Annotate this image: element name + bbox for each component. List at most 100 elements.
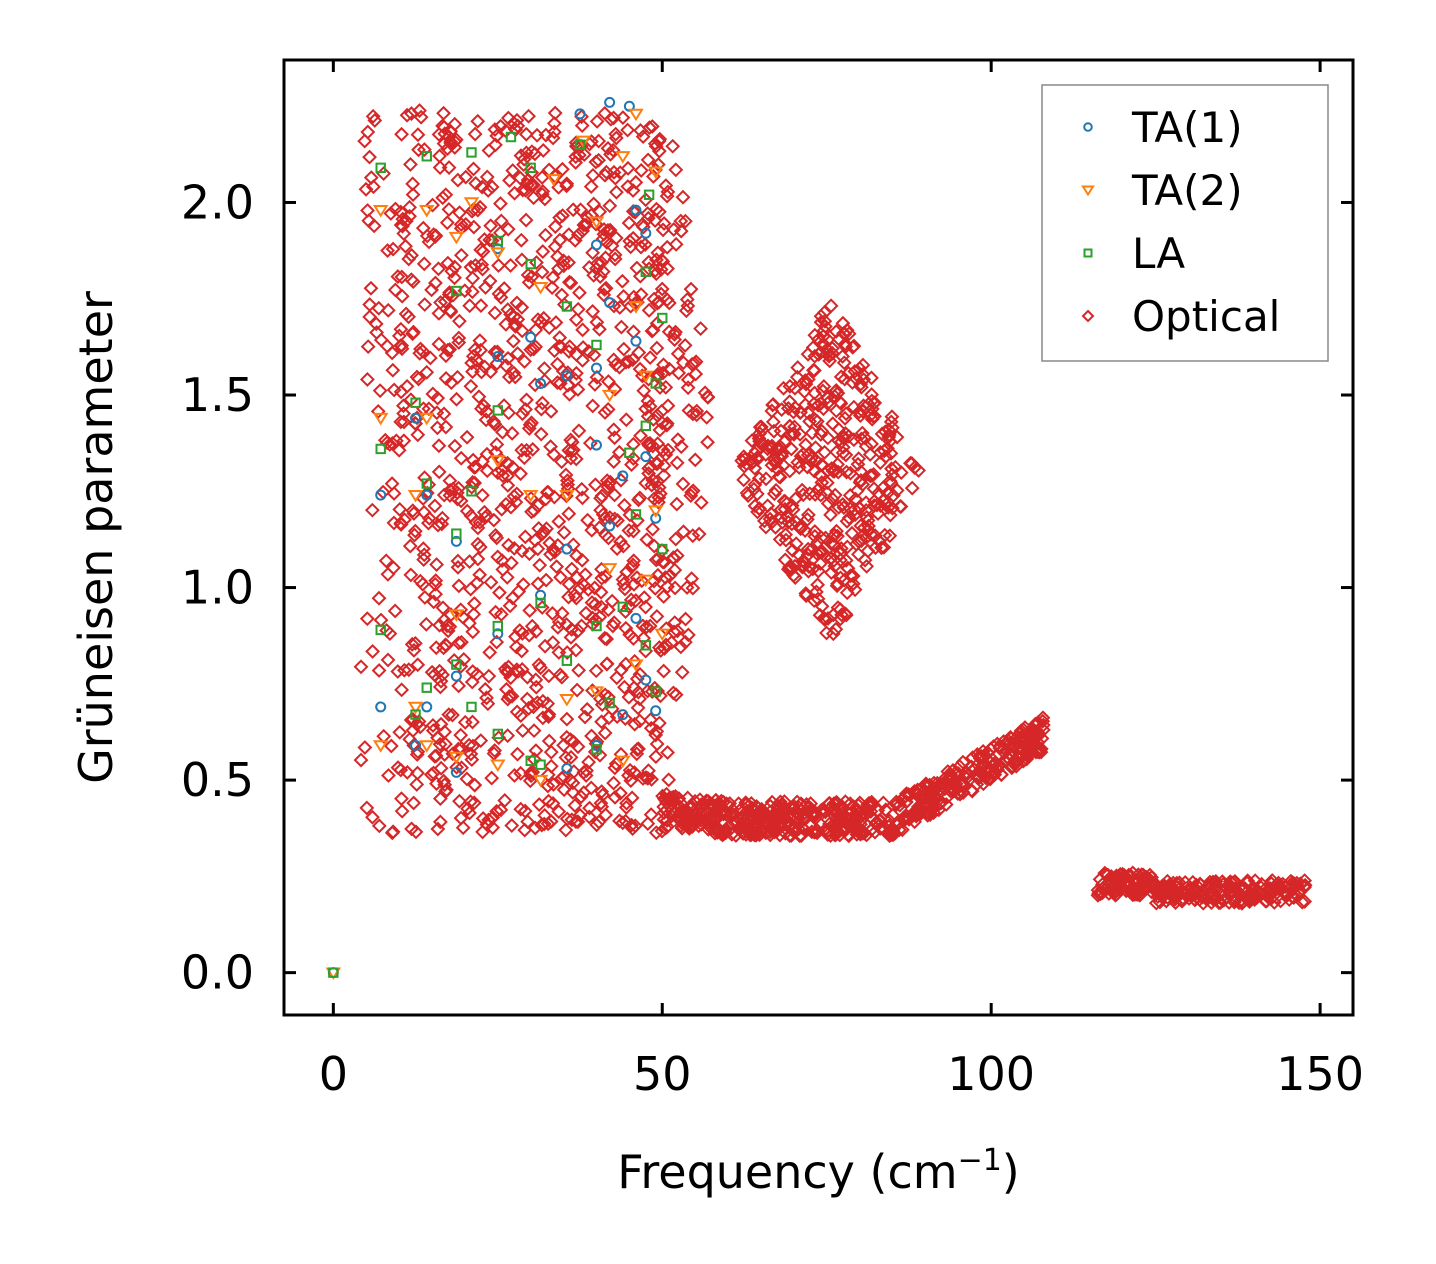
optical-point [558,822,574,838]
optical-point [451,578,467,594]
optical-point [680,804,696,820]
optical-point [654,403,670,419]
y-tick-label: 0.5 [181,753,254,807]
optical-point [671,365,687,381]
optical-point [575,322,591,338]
optical-point [523,765,539,781]
optical-point [856,372,872,387]
data-point [628,301,644,314]
optical-point [683,281,699,297]
optical-point [502,689,517,704]
data-point [588,686,605,699]
optical-point [365,108,381,124]
optical-point [524,269,540,285]
optical-point [641,460,657,476]
optical-point [656,663,672,679]
optical-point [673,439,689,455]
optical-point [668,236,684,252]
data-point [574,108,586,120]
optical-point [484,770,500,786]
optical-point [680,298,696,314]
optical-point [724,826,740,842]
optical-point [736,449,752,465]
optical-point [847,502,863,517]
optical-point [535,710,551,726]
optical-point [443,607,459,623]
optical-point [746,481,762,497]
optical-point [911,462,927,478]
optical-point [395,218,410,234]
optical-point [601,374,616,389]
optical-point [600,140,616,156]
optical-point [427,498,443,514]
optical-point [827,384,843,400]
optical-point [677,213,693,229]
optical-point [483,574,499,590]
optical-point [472,567,488,583]
optical-point [613,785,628,801]
data-point [532,281,549,295]
optical-point [416,552,432,567]
optical-point [1246,888,1262,903]
legend-marker [1081,309,1095,323]
optical-point [648,749,664,765]
optical-point [486,414,502,429]
optical-point [432,148,447,164]
optical-point [758,471,774,487]
optical-point [465,270,481,286]
optical-point [832,827,848,843]
optical-point [514,442,530,458]
optical-point [545,796,561,811]
optical-point [521,700,537,716]
optical-point [810,577,826,593]
optical-point [604,238,620,254]
optical-point [818,804,833,820]
optical-point [608,126,624,142]
optical-point [583,179,599,195]
optical-point [1211,895,1227,911]
optical-point [403,567,419,583]
optical-point [626,553,642,569]
optical-point [806,396,822,412]
optical-point [673,223,689,239]
optical-point [772,531,788,547]
optical-point [736,472,752,488]
optical-point [500,728,516,744]
optical-point [1148,876,1164,892]
optical-point [643,712,658,728]
optical-point [751,471,767,486]
legend-label: TA(1) [1131,103,1243,152]
optical-point [668,687,684,703]
data-point [638,574,654,588]
optical-point [621,215,637,231]
optical-point [360,339,376,355]
optical-point [669,455,685,471]
optical-point [851,404,867,420]
optical-point [576,578,592,593]
optical-point [623,298,639,314]
data-point [604,297,616,309]
optical-point [625,352,641,368]
optical-point [463,378,479,394]
optical-point [823,298,839,314]
data-point [407,701,424,715]
optical-point [442,342,458,357]
optical-point [651,204,667,220]
optical-point [535,244,551,259]
optical-point [904,480,920,496]
optical-point [505,459,521,475]
optical-point [526,177,541,193]
optical-point [508,639,524,655]
optical-point [651,715,667,731]
optical-point [550,356,565,372]
optical-point [607,487,622,503]
optical-point [462,805,477,821]
optical-point [500,221,516,237]
optical-point [472,539,488,555]
optical-point [630,700,646,716]
optical-point [585,398,601,414]
optical-point [807,385,822,401]
optical-point [390,269,406,285]
optical-point [467,777,483,793]
optical-point [513,708,529,724]
